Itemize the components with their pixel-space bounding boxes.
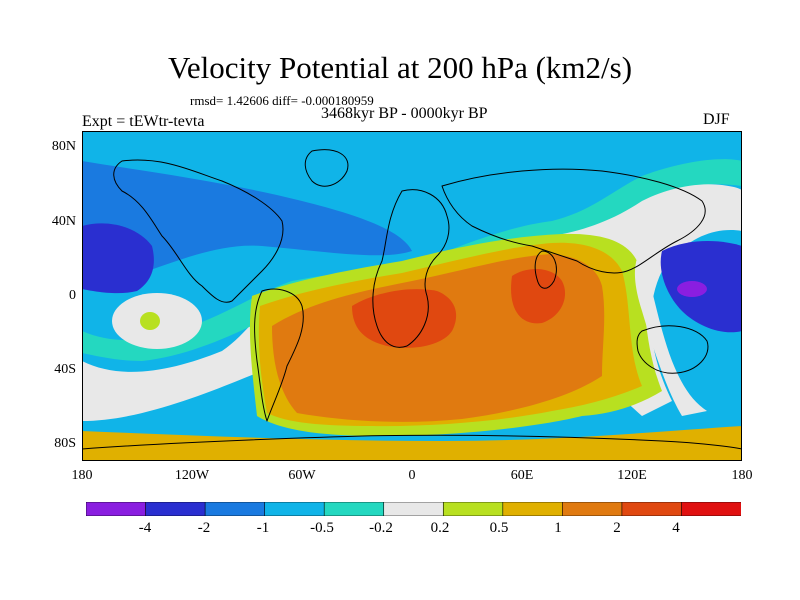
lat-label-80s: 80S xyxy=(54,436,76,451)
colorbar-swatch xyxy=(323,502,385,516)
europe-africa-coastline xyxy=(372,189,450,348)
colorbar-swatch xyxy=(383,502,445,516)
lon-label-120e: 120E xyxy=(617,468,647,483)
experiment-label: Expt = tEWtr-tevta xyxy=(82,113,205,130)
coastline-layer xyxy=(82,149,742,450)
colorbar-label-6: 0.2 xyxy=(430,520,450,536)
colorbar-swatch xyxy=(145,502,206,516)
asia-coastline xyxy=(441,168,706,274)
antarctica-coastline xyxy=(82,434,742,450)
indian-ocean-very-strong-positive-core xyxy=(511,269,566,324)
africa-very-strong-positive-core xyxy=(352,289,457,348)
colorbar-swatch xyxy=(204,502,266,516)
lat-label-40s: 40S xyxy=(54,362,76,377)
west-pacific-neutral-edge xyxy=(634,251,707,416)
colorbar-label-7: 0.5 xyxy=(489,520,509,536)
colorbar-label-8: 1 xyxy=(554,520,562,536)
north-pacific-moderate-negative xyxy=(82,161,412,281)
colorbar-label-5: -0.2 xyxy=(369,520,393,536)
near-zero-negative-arc xyxy=(82,159,742,361)
colorbar-swatch xyxy=(264,502,325,516)
colorbar-label-1: -4 xyxy=(138,520,152,536)
west-pacific-extreme-negative-core xyxy=(677,281,707,297)
colorbar-label-9: 2 xyxy=(613,520,621,536)
colorbar-label-2: -2 xyxy=(197,520,211,536)
colorbar-swatch xyxy=(502,502,564,516)
lon-label-120w: 120W xyxy=(174,468,210,483)
colorbar xyxy=(86,502,741,516)
colorbar-swatch xyxy=(86,502,147,516)
central-pacific-strong-negative xyxy=(82,223,154,294)
lon-label-180e: 180 xyxy=(731,468,753,483)
south-america-coastline xyxy=(254,288,304,422)
colorbar-swatch xyxy=(681,502,741,516)
plot-title: Velocity Potential at 200 hPa (km2/s) xyxy=(167,50,633,85)
india-coastline xyxy=(534,250,557,289)
velocity-potential-map xyxy=(82,131,742,461)
lon-label-180w: 180 xyxy=(71,468,93,483)
greenland-coastline xyxy=(304,149,349,187)
time-period-label: 3468kyr BP - 0000kyr BP xyxy=(321,105,488,122)
lat-label-80n: 80N xyxy=(51,139,76,154)
colorbar-swatch xyxy=(442,502,504,516)
lon-label-60e: 60E xyxy=(510,468,534,483)
southern-ocean-positive-band xyxy=(82,426,742,461)
lon-label-0: 0 xyxy=(408,468,416,483)
colorbar-label-10: 4 xyxy=(672,520,680,536)
colorbar-label-3: -1 xyxy=(256,520,270,536)
lon-label-60w: 60W xyxy=(288,468,316,483)
colorbar-swatch xyxy=(562,502,623,516)
east-pacific-weak-positive-dot xyxy=(140,312,160,330)
lat-label-40n: 40N xyxy=(51,214,76,229)
north-america-coastline xyxy=(113,159,284,303)
map-frame xyxy=(82,131,742,461)
colorbar-swatch xyxy=(621,502,683,516)
season-label: DJF xyxy=(703,111,730,128)
colorbar-label-4: -0.5 xyxy=(310,520,334,536)
lat-label-equator: 0 xyxy=(69,288,76,303)
australia-coastline xyxy=(636,325,709,374)
rmsd-diff-stats: rmsd= 1.42606 diff= -0.000180959 xyxy=(190,93,374,108)
